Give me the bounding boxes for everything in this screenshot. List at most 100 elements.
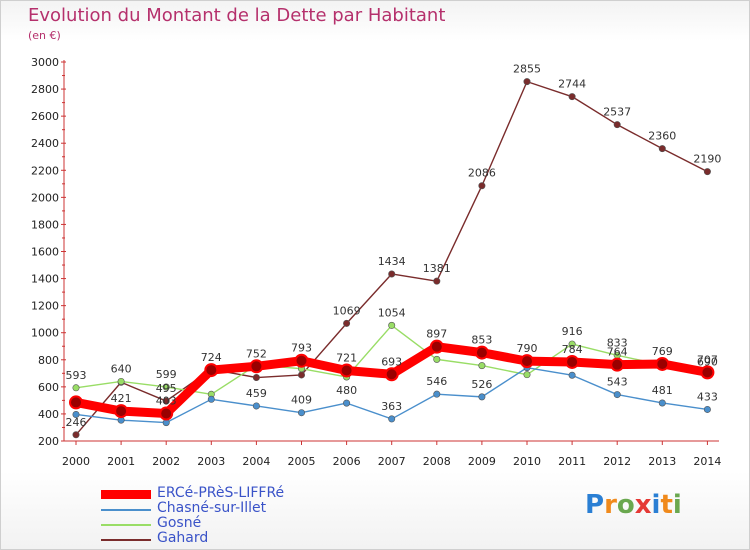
series-point (297, 409, 305, 417)
data-label: 690 (697, 356, 718, 369)
data-label: 853 (471, 334, 492, 347)
logo-letter: r (604, 490, 617, 520)
series-point (658, 399, 666, 407)
chart-axes: 200 400 600 800 1000 1200 1400 1600 1800 2000 2200… (31, 56, 721, 468)
data-label: 721 (336, 351, 357, 364)
data-label-layer: 421 403 724 752 793 721 693 897 853 790 784 764 769 7… (66, 63, 722, 429)
series-point (523, 78, 531, 86)
legend-swatch (101, 523, 151, 526)
data-label: 784 (562, 343, 583, 356)
series-point (568, 371, 576, 379)
x-tick-label: 2002 (152, 455, 180, 468)
x-tick-label: 2005 (288, 455, 316, 468)
data-label: 1054 (378, 306, 406, 319)
proxiti-logo: Proxiti (585, 490, 682, 520)
data-label: 495 (156, 382, 177, 395)
series-point (523, 371, 531, 379)
series-point (568, 93, 576, 101)
series-point (655, 356, 670, 371)
data-label: 546 (426, 375, 447, 388)
series-point (343, 319, 351, 327)
series-point (433, 355, 441, 363)
series-point (613, 391, 621, 399)
logo-letter: i (672, 490, 682, 520)
y-tick-label: 800 (38, 354, 59, 367)
series-point (474, 345, 489, 360)
series-point (703, 168, 711, 176)
x-tick-label: 2013 (648, 455, 676, 468)
series-point (520, 354, 534, 369)
data-label: 593 (66, 369, 87, 382)
legend-swatch (101, 538, 151, 541)
x-tick-label: 2000 (62, 455, 90, 468)
data-label: 246 (66, 416, 87, 429)
logo-letter: t (660, 490, 673, 520)
data-label: 1381 (423, 262, 451, 275)
chart-subtitle: (en €) (28, 29, 61, 42)
data-label: 2360 (648, 130, 676, 143)
data-label: 707 (697, 353, 718, 366)
series-point (162, 397, 170, 405)
x-tick-label: 2006 (333, 455, 361, 468)
data-label: 769 (652, 345, 673, 358)
data-label: 2190 (693, 153, 721, 166)
y-tick-label: 2000 (31, 191, 59, 204)
y-tick-label: 400 (38, 408, 59, 421)
y-tick-label: 1400 (31, 273, 59, 286)
data-label: 764 (607, 346, 628, 359)
y-tick-label: 200 (38, 435, 59, 448)
data-label: 693 (381, 355, 402, 368)
series-point (207, 395, 215, 403)
series-point (388, 321, 396, 329)
series-point (252, 374, 260, 382)
data-label: 481 (652, 384, 673, 397)
y-tick-label: 2600 (31, 110, 59, 123)
series-point (294, 353, 309, 368)
data-label: 790 (517, 342, 538, 355)
series-point (478, 182, 486, 190)
data-label: 833 (607, 336, 628, 349)
legend-label: Gahard (157, 530, 209, 546)
y-tick-label: 1200 (31, 300, 59, 313)
x-tick-label: 2012 (603, 455, 631, 468)
series-point (610, 357, 625, 372)
data-label: 752 (246, 347, 267, 360)
y-tick-label: 2400 (31, 137, 59, 150)
logo-letter: o (616, 490, 635, 520)
data-label: 526 (471, 378, 492, 391)
series-point (433, 277, 441, 285)
series-point (72, 431, 80, 439)
y-tick-label: 3000 (31, 56, 59, 69)
series-point (343, 399, 351, 407)
data-label: 599 (156, 368, 177, 381)
x-tick-label: 2004 (242, 455, 270, 468)
data-label: 897 (426, 328, 447, 341)
y-tick-label: 1600 (31, 246, 59, 259)
y-tick-label: 1000 (31, 327, 59, 340)
data-label: 1434 (378, 255, 406, 268)
data-label: 480 (336, 384, 357, 397)
data-label: 2537 (603, 106, 631, 119)
data-label: 433 (697, 390, 718, 403)
series-point (700, 365, 715, 380)
series-point (478, 362, 486, 370)
series-point (297, 371, 305, 379)
x-tick-label: 2003 (197, 455, 225, 468)
x-tick-label: 2007 (378, 455, 406, 468)
legend-label: Chasné-sur-Illet (157, 500, 267, 516)
y-tick-label: 600 (38, 381, 59, 394)
data-label: 640 (111, 362, 132, 375)
series-point (72, 384, 80, 392)
series-point (204, 363, 219, 378)
data-label: 724 (201, 351, 222, 364)
x-tick-label: 2001 (107, 455, 135, 468)
series-point (69, 395, 83, 410)
legend-swatch (101, 490, 151, 499)
x-tick-label: 2010 (513, 455, 541, 468)
data-label: 793 (291, 342, 312, 355)
data-label: 2744 (558, 78, 586, 91)
y-tick-label: 2200 (31, 164, 59, 177)
series-point (249, 359, 264, 374)
series-layer (69, 78, 715, 439)
